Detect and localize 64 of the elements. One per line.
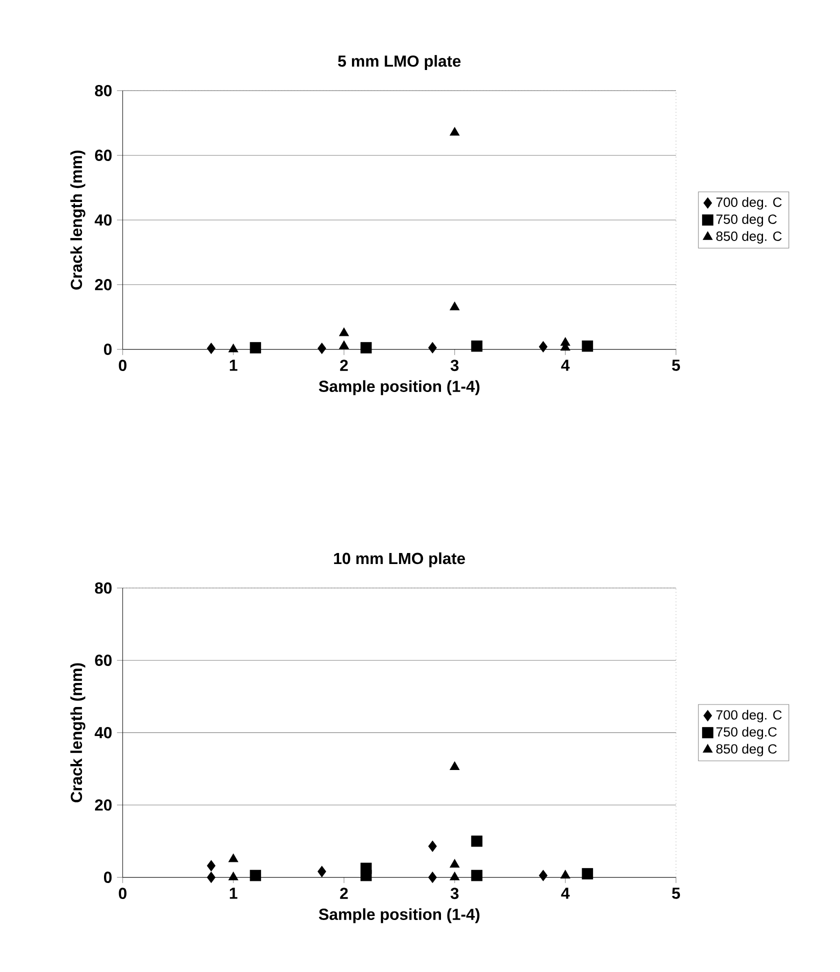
point [450, 761, 460, 770]
point [206, 342, 216, 354]
y-axis-title: Crack length (mm) [70, 663, 86, 802]
y-tick-label: 40 [94, 727, 112, 738]
x-tick-label: 5 [672, 360, 680, 371]
point [339, 340, 349, 350]
y-tick-label: 0 [104, 872, 112, 883]
y-tick-label: 40 [94, 214, 112, 226]
point [428, 342, 437, 354]
x-axis-title: Sample position (1-4) [318, 380, 480, 396]
x-tick-label: 4 [561, 888, 570, 899]
point [206, 872, 216, 883]
legend-label: 700 deg. C [716, 710, 782, 722]
x-tick-label: 3 [450, 888, 459, 900]
legend-label: 750 deg.C [716, 726, 777, 740]
x-tick-label: 1 [230, 360, 238, 371]
point [250, 870, 262, 882]
point [228, 872, 238, 880]
point [471, 870, 482, 882]
point [560, 870, 570, 878]
y-tick-label: 0 [104, 344, 112, 355]
point [538, 870, 548, 882]
point [250, 342, 262, 354]
point [360, 870, 372, 882]
x-tick-label: 4 [561, 360, 570, 371]
point [538, 341, 548, 352]
point [228, 854, 238, 862]
x-axis-title: Sample position (1-4) [318, 908, 480, 924]
legend-label: 700 deg. C [716, 197, 782, 210]
y-axis-title: Crack length (mm) [70, 150, 86, 290]
y-tick-label: 80 [94, 85, 112, 96]
x-tick-label: 2 [340, 360, 348, 371]
y-tick-label: 20 [95, 279, 112, 290]
point [318, 866, 326, 878]
y-tick-label: 60 [95, 150, 112, 161]
point [450, 872, 460, 880]
x-tick-label: 3 [450, 360, 459, 372]
point [582, 868, 594, 880]
x-tick-label: 2 [340, 888, 348, 899]
point [206, 860, 216, 872]
point [428, 872, 437, 883]
chart-title: 5 mm LMO plate [338, 55, 461, 70]
point [450, 859, 460, 868]
point [471, 340, 482, 352]
point [450, 302, 460, 310]
point [318, 342, 326, 354]
x-tick-label: 1 [230, 888, 238, 899]
y-tick-label: 80 [94, 582, 112, 594]
y-tick-label: 20 [95, 799, 112, 811]
point [428, 840, 437, 852]
point [360, 342, 372, 354]
x-tick-label: 5 [672, 888, 680, 899]
legend-label: 850 deg C [716, 744, 777, 756]
point [450, 127, 460, 136]
x-tick-label: 0 [118, 360, 126, 372]
point [228, 344, 238, 352]
x-tick-label: 0 [118, 888, 126, 900]
point [582, 340, 594, 352]
legend-label: 850 deg. C [716, 231, 782, 244]
point [471, 836, 482, 847]
point [339, 328, 349, 336]
y-tick-label: 60 [95, 654, 112, 666]
chart-title: 10 mm LMO plate [334, 552, 465, 568]
legend-label: 750 deg C [716, 214, 777, 227]
